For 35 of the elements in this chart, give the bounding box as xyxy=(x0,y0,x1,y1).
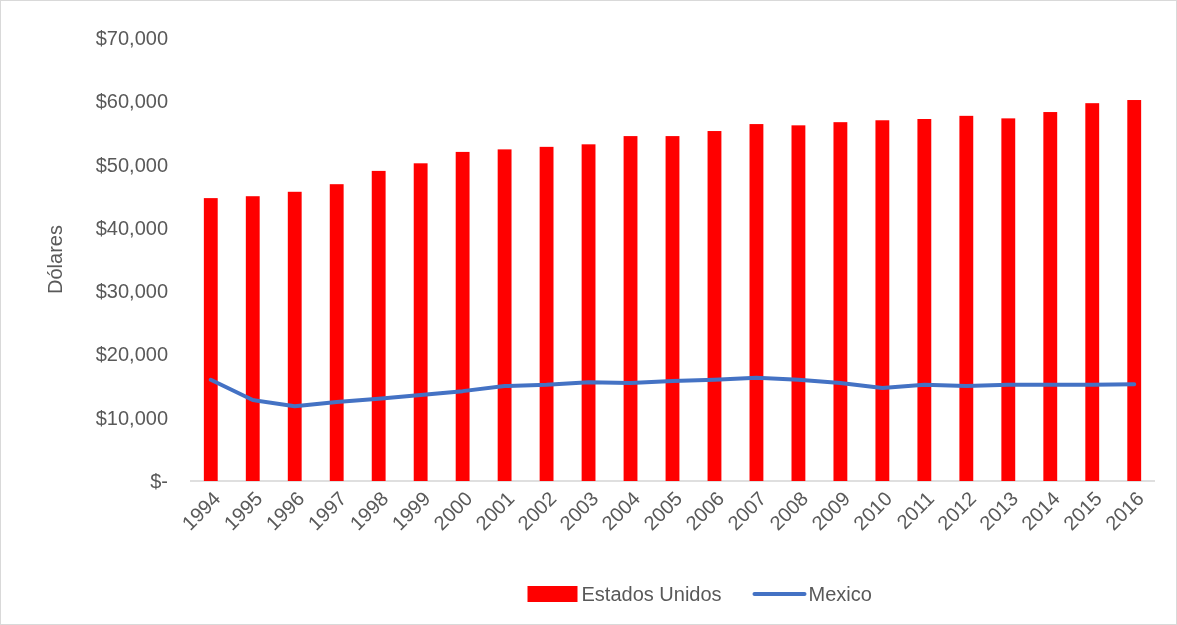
legend-label: Estados Unidos xyxy=(581,583,722,605)
bar xyxy=(455,151,470,481)
bar xyxy=(371,170,386,481)
bar xyxy=(707,131,722,481)
bar xyxy=(329,184,344,481)
bar xyxy=(497,149,512,481)
y-tick-label: $10,000 xyxy=(95,406,168,429)
y-tick-label: $70,000 xyxy=(95,27,168,49)
y-tick-label: $30,000 xyxy=(95,280,168,303)
y-tick-label: $20,000 xyxy=(95,343,168,366)
y-tick-label: $- xyxy=(150,470,168,492)
line-series xyxy=(208,375,1137,409)
bar xyxy=(1085,103,1100,481)
bar xyxy=(1127,100,1142,481)
bar xyxy=(959,115,974,481)
bar xyxy=(917,119,932,481)
y-tick-label: $60,000 xyxy=(95,90,168,113)
y-tick-label: $40,000 xyxy=(95,216,168,239)
bar xyxy=(1001,118,1016,481)
bar xyxy=(875,120,890,481)
bar xyxy=(749,124,764,481)
bar xyxy=(203,198,218,481)
bar xyxy=(791,125,806,481)
bar xyxy=(833,122,848,481)
bar xyxy=(287,191,302,481)
y-axis-title: Dólares xyxy=(44,225,66,294)
bar xyxy=(1043,112,1058,481)
bar xyxy=(623,136,638,481)
bar xyxy=(413,163,428,481)
bar xyxy=(665,136,680,481)
bar xyxy=(539,146,554,481)
bar xyxy=(581,144,596,481)
bar xyxy=(245,196,260,481)
legend-label: Mexico xyxy=(808,583,872,605)
y-tick-label: $50,000 xyxy=(95,153,168,176)
